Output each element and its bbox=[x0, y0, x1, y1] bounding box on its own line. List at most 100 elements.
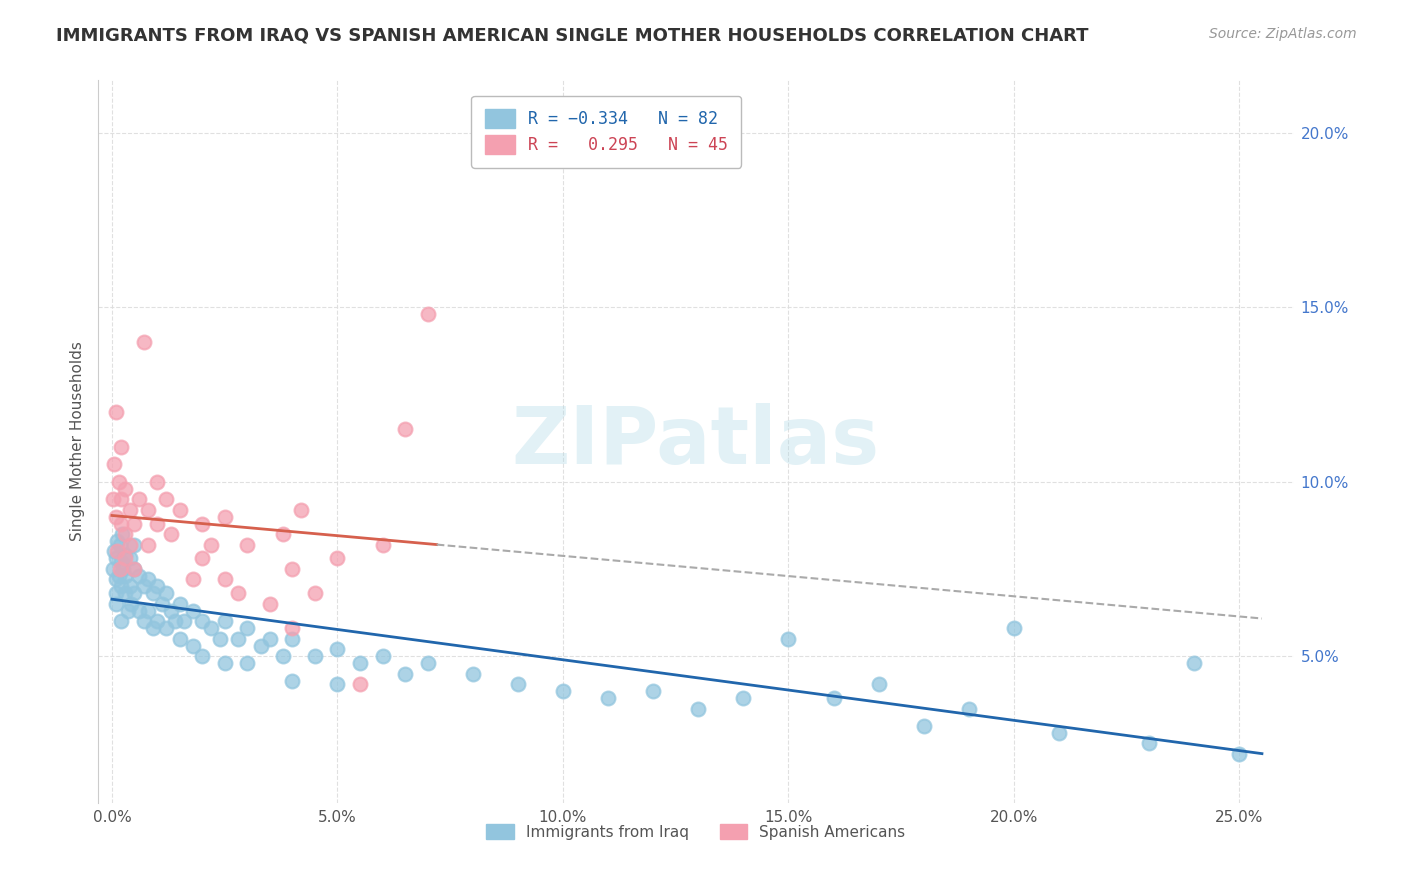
Point bbox=[165, 615, 187, 629]
Point bbox=[111, 527, 134, 541]
Point bbox=[1047, 726, 1070, 740]
Point bbox=[155, 621, 177, 635]
Point bbox=[281, 673, 304, 688]
Point bbox=[416, 656, 439, 670]
Point bbox=[107, 569, 129, 583]
Point bbox=[236, 656, 259, 670]
Point bbox=[349, 677, 371, 691]
Point bbox=[118, 551, 141, 566]
Point bbox=[117, 604, 139, 618]
Point bbox=[103, 457, 125, 471]
Point bbox=[214, 656, 236, 670]
Point bbox=[128, 569, 150, 583]
Point bbox=[349, 656, 371, 670]
Point bbox=[103, 562, 125, 576]
Point bbox=[159, 604, 181, 618]
Point bbox=[868, 677, 890, 691]
Point bbox=[371, 649, 394, 664]
Point bbox=[118, 579, 141, 593]
Point bbox=[290, 502, 312, 516]
Point bbox=[259, 632, 281, 646]
Point bbox=[124, 516, 146, 531]
Point bbox=[181, 604, 204, 618]
Point bbox=[104, 573, 127, 587]
Point bbox=[155, 492, 177, 507]
Point bbox=[146, 516, 169, 531]
Point bbox=[103, 492, 125, 507]
Point bbox=[1002, 621, 1025, 635]
Point bbox=[181, 639, 204, 653]
Point bbox=[132, 579, 155, 593]
Point bbox=[114, 569, 136, 583]
Point bbox=[105, 586, 128, 600]
Point bbox=[326, 677, 349, 691]
Point bbox=[214, 509, 236, 524]
Point bbox=[191, 649, 214, 664]
Point bbox=[105, 509, 128, 524]
Point bbox=[191, 516, 214, 531]
Point bbox=[120, 597, 142, 611]
Point bbox=[105, 551, 128, 566]
Point bbox=[128, 604, 150, 618]
Point bbox=[778, 632, 800, 646]
Point bbox=[733, 691, 755, 706]
Point bbox=[236, 621, 259, 635]
Point bbox=[105, 597, 128, 611]
Point bbox=[110, 492, 132, 507]
Point bbox=[214, 573, 236, 587]
Point bbox=[110, 555, 132, 569]
Point bbox=[416, 307, 439, 321]
Point bbox=[132, 334, 155, 349]
Point bbox=[118, 537, 141, 551]
Point bbox=[461, 666, 484, 681]
Point bbox=[326, 642, 349, 657]
Point bbox=[226, 586, 249, 600]
Point bbox=[124, 562, 146, 576]
Point bbox=[596, 691, 619, 706]
Text: IMMIGRANTS FROM IRAQ VS SPANISH AMERICAN SINGLE MOTHER HOUSEHOLDS CORRELATION CH: IMMIGRANTS FROM IRAQ VS SPANISH AMERICAN… bbox=[56, 27, 1088, 45]
Point bbox=[304, 649, 326, 664]
Point bbox=[108, 537, 131, 551]
Point bbox=[273, 649, 295, 664]
Point bbox=[169, 632, 191, 646]
Point bbox=[105, 544, 128, 558]
Text: Source: ZipAtlas.com: Source: ZipAtlas.com bbox=[1209, 27, 1357, 41]
Point bbox=[105, 405, 128, 419]
Point bbox=[150, 597, 173, 611]
Point bbox=[114, 527, 136, 541]
Point bbox=[281, 621, 304, 635]
Point bbox=[124, 562, 146, 576]
Point bbox=[259, 597, 281, 611]
Point bbox=[110, 440, 132, 454]
Point bbox=[169, 597, 191, 611]
Point bbox=[110, 579, 132, 593]
Point bbox=[169, 502, 191, 516]
Point bbox=[191, 551, 214, 566]
Point bbox=[200, 537, 222, 551]
Point bbox=[146, 615, 169, 629]
Point bbox=[643, 684, 665, 698]
Point bbox=[146, 579, 169, 593]
Point bbox=[957, 701, 980, 715]
Point bbox=[114, 551, 136, 566]
Point bbox=[136, 537, 159, 551]
Point bbox=[394, 422, 416, 436]
Point bbox=[226, 632, 249, 646]
Legend: Immigrants from Iraq, Spanish Americans: Immigrants from Iraq, Spanish Americans bbox=[481, 818, 911, 846]
Point bbox=[173, 615, 195, 629]
Point bbox=[141, 621, 163, 635]
Point bbox=[823, 691, 845, 706]
Point bbox=[688, 701, 710, 715]
Point bbox=[110, 615, 132, 629]
Point bbox=[1229, 747, 1251, 761]
Point bbox=[155, 586, 177, 600]
Point bbox=[136, 604, 159, 618]
Point bbox=[181, 573, 204, 587]
Point bbox=[214, 615, 236, 629]
Point bbox=[304, 586, 326, 600]
Point bbox=[107, 475, 129, 489]
Point bbox=[124, 586, 146, 600]
Point bbox=[112, 562, 135, 576]
Point bbox=[146, 475, 169, 489]
Point bbox=[105, 534, 128, 549]
